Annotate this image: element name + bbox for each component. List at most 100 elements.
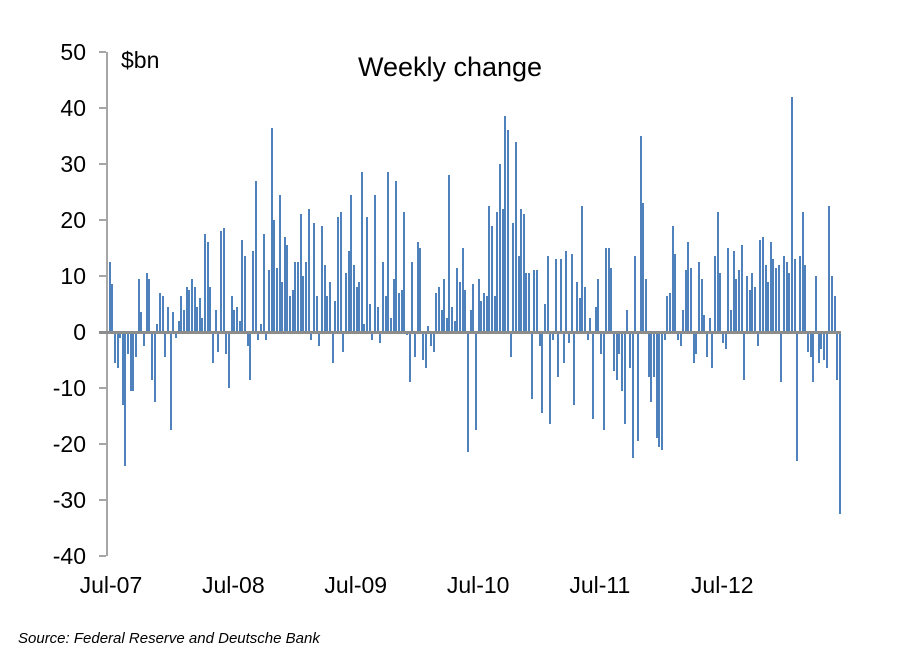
- bar: [676, 332, 679, 341]
- bar: [560, 259, 563, 332]
- x-axis-tick-label: Jul-10: [446, 572, 510, 598]
- bar: [687, 242, 690, 332]
- bar: [822, 332, 825, 360]
- bar: [512, 222, 515, 332]
- bar: [639, 136, 642, 332]
- bar: [573, 332, 576, 405]
- bar: [421, 332, 424, 360]
- bar: [597, 278, 600, 332]
- bar: [549, 332, 552, 425]
- plot-area: 50 40 30 20 10 0 -10 -20 -30 -40: [53, 40, 841, 567]
- bar: [719, 273, 722, 332]
- bar: [504, 116, 507, 332]
- bar: [291, 290, 294, 332]
- bar: [599, 332, 602, 355]
- bar: [390, 318, 393, 332]
- bar: [496, 211, 499, 332]
- bar: [602, 332, 605, 430]
- bar: [443, 278, 446, 332]
- bar: [483, 292, 485, 332]
- bar: [166, 306, 169, 332]
- bar: [724, 332, 727, 349]
- bar: [764, 264, 767, 332]
- bar: [156, 323, 159, 332]
- bar: [830, 276, 833, 332]
- bar: [836, 332, 839, 380]
- bar: [761, 236, 764, 332]
- bar: [522, 214, 525, 332]
- bar: [334, 301, 337, 332]
- bar: [124, 332, 127, 467]
- bar: [459, 281, 462, 332]
- bar: [660, 332, 663, 450]
- bar: [759, 239, 762, 332]
- bar: [374, 194, 377, 332]
- bar: [562, 332, 565, 363]
- bar: [586, 332, 589, 341]
- bar: [623, 332, 626, 425]
- bar: [212, 332, 215, 363]
- y-axis-tick-label: 30: [60, 150, 86, 177]
- bar: [570, 253, 573, 332]
- bar: [267, 270, 270, 332]
- bar: [198, 298, 201, 332]
- y-axis-tick: [99, 107, 106, 109]
- bar: [137, 278, 140, 332]
- bar: [116, 332, 119, 369]
- bar: [467, 332, 470, 453]
- bar: [745, 276, 748, 332]
- bar: [366, 217, 369, 332]
- bar: [448, 175, 451, 332]
- bar: [629, 332, 632, 369]
- bar: [637, 332, 640, 442]
- bar: [501, 208, 504, 332]
- bar: [158, 292, 161, 332]
- bar: [384, 295, 387, 332]
- x-axis-tick-label: Jul-08: [202, 572, 265, 598]
- bar: [368, 304, 371, 332]
- bar: [769, 242, 772, 332]
- bar: [557, 332, 560, 377]
- bar: [241, 239, 244, 332]
- bar: [206, 242, 209, 332]
- bar: [435, 292, 438, 332]
- bar: [185, 287, 188, 332]
- bar: [164, 332, 167, 358]
- bar: [398, 292, 400, 332]
- bar: [575, 281, 578, 332]
- bar: [318, 332, 321, 346]
- bar: [536, 270, 539, 332]
- bar: [320, 225, 323, 332]
- bar: [756, 332, 759, 346]
- bar: [382, 262, 385, 332]
- bar: [236, 306, 238, 332]
- bar: [188, 290, 191, 332]
- y-axis-tick-label: 50: [60, 38, 86, 65]
- bar: [809, 332, 812, 358]
- bar: [714, 256, 717, 332]
- bar: [735, 278, 738, 332]
- bar: [820, 332, 823, 349]
- bar: [111, 284, 114, 332]
- bar: [424, 332, 427, 369]
- bar: [514, 141, 517, 332]
- bar: [347, 250, 350, 332]
- bar: [833, 295, 836, 332]
- bar: [129, 332, 132, 391]
- bar: [530, 332, 533, 400]
- bar: [225, 332, 228, 355]
- bar: [509, 332, 512, 358]
- bar: [270, 127, 273, 332]
- y-axis-tick: [99, 163, 106, 165]
- bar: [594, 306, 597, 332]
- bar: [344, 273, 347, 332]
- bar: [658, 332, 661, 447]
- bar: [228, 332, 231, 388]
- bar: [190, 278, 193, 332]
- bar: [706, 332, 709, 358]
- bar: [400, 290, 403, 332]
- bar: [419, 248, 422, 332]
- bar: [259, 323, 262, 332]
- bar: [307, 208, 310, 332]
- bar: [416, 242, 419, 332]
